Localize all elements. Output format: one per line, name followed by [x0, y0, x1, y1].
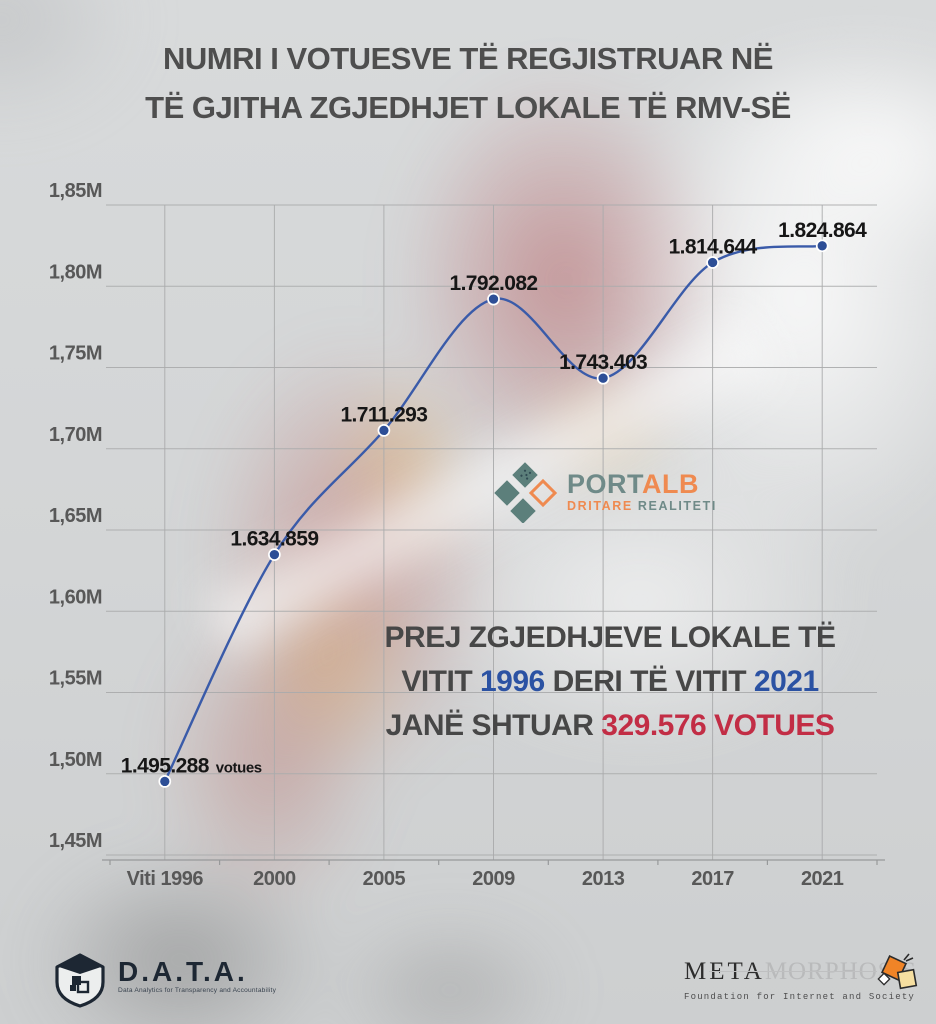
- y-tick-label: 1,70M: [49, 424, 102, 446]
- x-tick-label: 2021: [801, 868, 844, 890]
- portalb-tagline-part1: DRITARE: [567, 499, 633, 513]
- data-point: [596, 371, 610, 385]
- x-tick-label: 2017: [691, 868, 734, 890]
- data-logo: D.A.T.A. Data Analytics for Transparency…: [52, 952, 276, 1008]
- portalb-logo: PORTALB DRITARE REALITETI: [492, 461, 717, 523]
- x-tick-label: 2013: [582, 868, 625, 890]
- data-label-suffix: votues: [216, 759, 262, 776]
- annotation-segment: 2021: [753, 665, 819, 698]
- annotation-line2: VITIT 1996 DERI TË VITIT 2021: [360, 660, 860, 704]
- data-label: 1.824.864: [778, 219, 867, 242]
- annotation-segment: 329.576 VOTUES: [601, 709, 835, 742]
- x-tick-label: 2000: [253, 868, 296, 890]
- page-title: NUMRI I VOTUESVE TË REGJISTRUAR NË TË GJ…: [0, 34, 936, 132]
- data-point: [158, 775, 172, 788]
- data-label: 1.814.644: [669, 236, 758, 259]
- data-point: [706, 256, 719, 269]
- annotation-line1: PREJ ZGJEDHJEVE LOKALE TË: [360, 616, 860, 660]
- portalb-name-part2: ALB: [642, 469, 699, 499]
- x-tick-label: 2005: [363, 868, 406, 890]
- portalb-name-part1: PORT: [567, 469, 642, 499]
- x-tick-label: 2009: [472, 868, 515, 890]
- summary-annotation: PREJ ZGJEDHJEVE LOKALE TË VITIT 1996 DER…: [360, 616, 860, 748]
- y-tick-label: 1,65M: [49, 505, 102, 527]
- annotation-segment: DERI TË VITIT: [544, 665, 754, 698]
- page-title-line2: TË GJITHA ZGJEDHJET LOKALE TË RMV-SË: [145, 90, 791, 125]
- data-point: [377, 424, 391, 437]
- data-logo-name: D.A.T.A.: [118, 956, 248, 987]
- metamorphosis-logo: METAMORPHOSIS Foundation for Internet an…: [684, 953, 918, 1002]
- butterfly-icon: [877, 953, 918, 990]
- y-tick-label: 1,85M: [49, 180, 102, 202]
- data-point: [815, 239, 829, 253]
- annotation-segment: PREJ ZGJEDHJEVE LOKALE TË: [384, 621, 836, 654]
- data-label: 1.634.859: [230, 528, 318, 551]
- y-tick-label: 1,50M: [49, 749, 102, 771]
- portalb-diamonds-icon: [494, 462, 558, 523]
- annotation-segment: 1996: [479, 665, 545, 698]
- data-point: [487, 292, 500, 306]
- y-tick-label: 1,55M: [49, 668, 102, 690]
- data-label: 1.711.293: [340, 403, 427, 426]
- annotation-segment: JANË SHTUAR: [385, 709, 602, 742]
- portalb-wordmark: PORTALB DRITARE REALITETI: [567, 469, 717, 514]
- y-tick-label: 1,80M: [49, 261, 102, 283]
- portalb-tagline-part2: REALITETI: [637, 499, 717, 513]
- data-shield-icon: [55, 953, 105, 1008]
- y-tick-label: 1,75M: [49, 343, 102, 365]
- data-label: 1.792.082: [449, 272, 537, 295]
- data-logo-subtitle: Data Analytics for Transparency and Acco…: [118, 987, 277, 994]
- meta-strike-line: [708, 971, 877, 972]
- page-title-line1: NUMRI I VOTUESVE TË REGJISTRUAR NË: [163, 41, 773, 76]
- data-label: 1.495.288: [121, 754, 210, 777]
- annotation-segment: VITIT: [401, 665, 480, 698]
- y-tick-label: 1,60M: [49, 586, 102, 608]
- series-line: [163, 244, 824, 783]
- x-tick-label: Viti 1996: [127, 868, 204, 890]
- data-label: 1.743.403: [559, 351, 647, 374]
- data-point: [268, 548, 281, 561]
- y-tick-label: 1,45M: [49, 830, 102, 852]
- meta-subtitle: Foundation for Internet and Society: [684, 992, 916, 1002]
- annotation-line3: JANË SHTUAR 329.576 VOTUES: [360, 704, 860, 748]
